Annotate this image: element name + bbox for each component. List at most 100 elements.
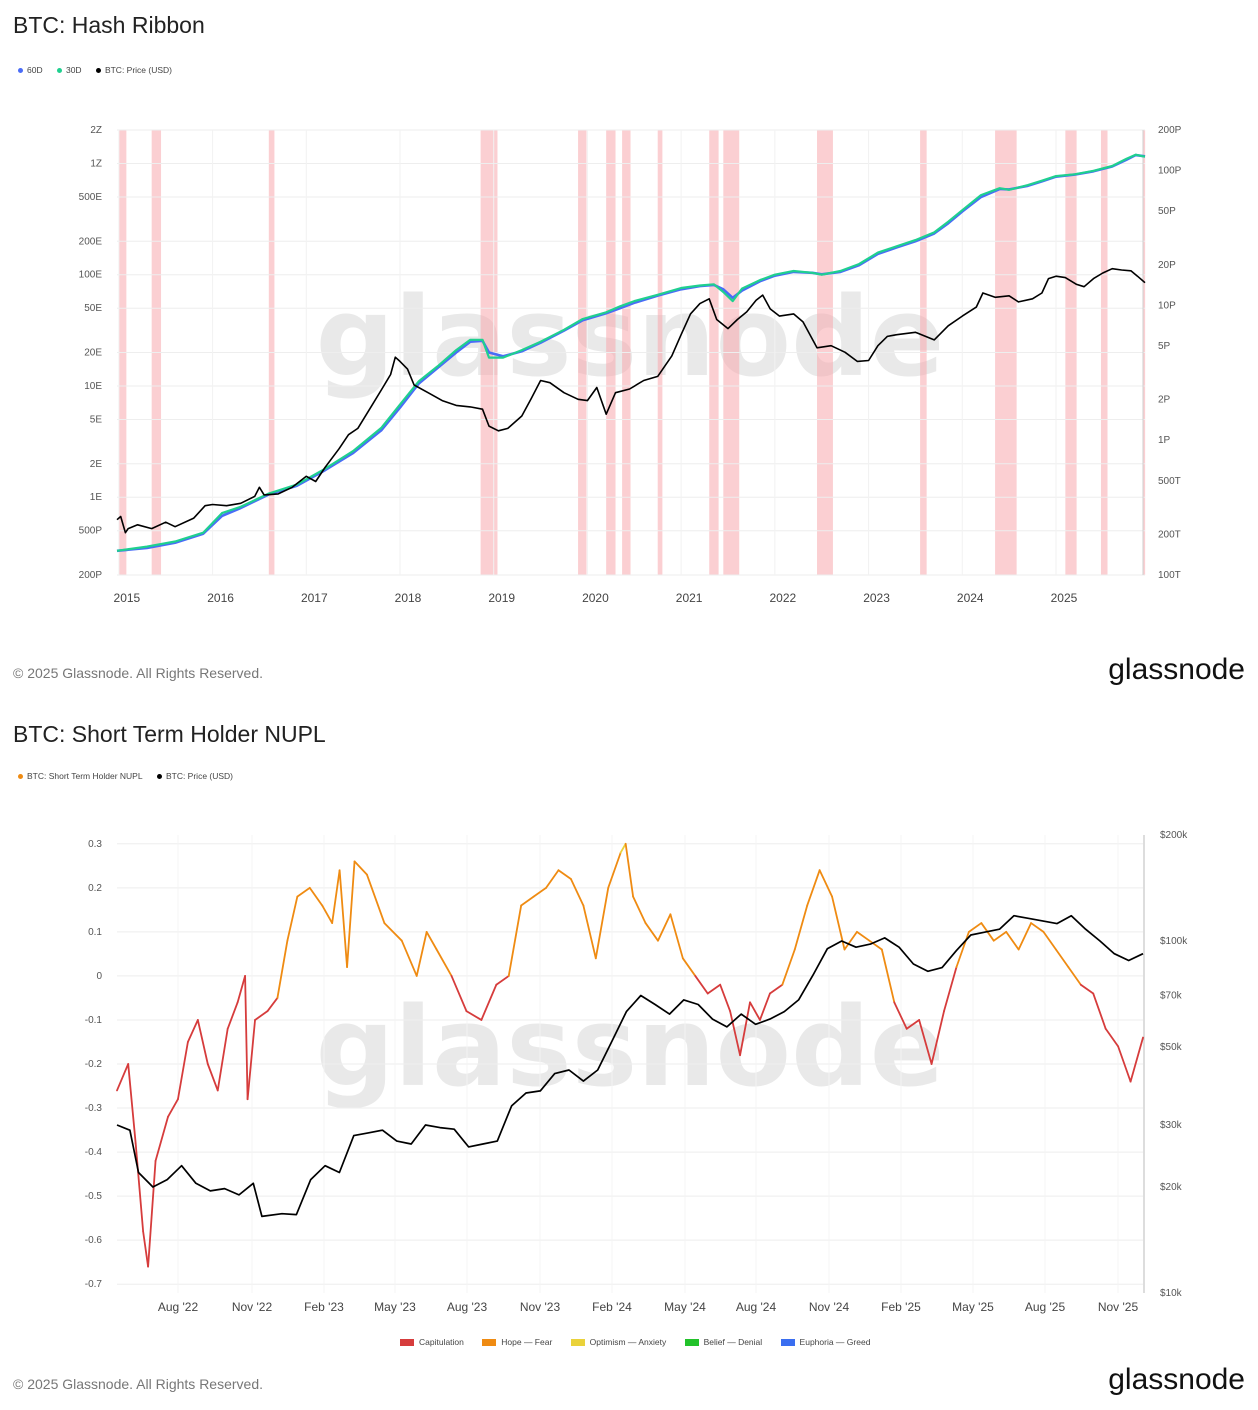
x-tick-label: 2019 (488, 591, 515, 605)
nupl-segment (806, 869, 821, 907)
copyright-text: © 2025 Glassnode. All Rights Reserved. (13, 665, 264, 681)
copyright-text: © 2025 Glassnode. All Rights Reserved. (13, 1376, 264, 1392)
nupl-segment (632, 895, 647, 924)
nupl-segment (719, 983, 732, 1013)
y-left-tick-label: 200P (79, 570, 103, 581)
nupl-segment (880, 948, 896, 1004)
nupl-segment (465, 1010, 483, 1021)
nupl-segment (366, 873, 386, 924)
x-tick-label: 2016 (207, 591, 234, 605)
y-right-tick-label: 2P (1158, 395, 1171, 406)
nupl-segment (400, 939, 418, 977)
nupl-segment (1030, 922, 1045, 933)
nupl-segment (127, 1063, 137, 1145)
x-tick-label: Feb '24 (592, 1300, 632, 1314)
nupl-segment (955, 930, 970, 969)
nupl-segment (856, 930, 871, 942)
nupl-segment (266, 997, 279, 1013)
nupl-segment (226, 1001, 239, 1030)
y-left-tick-label: 2E (90, 459, 103, 470)
nupl-segment (520, 895, 535, 907)
legend-item-60d[interactable]: 60D (18, 65, 43, 75)
legend-item-price[interactable]: BTC: Price (USD) (95, 65, 172, 75)
nupl-segment (308, 886, 324, 907)
y-left-tick-label: -0.2 (85, 1059, 103, 1070)
nupl-segment (1017, 922, 1032, 951)
zone-legend: Capitulation Hope — Fear Optimism — Anxi… (400, 1337, 886, 1347)
zone-legend-hope-fear[interactable]: Hope — Fear (482, 1337, 552, 1347)
nupl-segment (992, 930, 1008, 942)
nupl-segment (749, 1001, 761, 1021)
nupl-segment (930, 1010, 945, 1065)
x-tick-label: 2025 (1051, 591, 1078, 605)
zone-legend-belief-denial[interactable]: Belief — Denial (684, 1337, 762, 1347)
chart-legend: BTC: Short Term Holder NUPL BTC: Price (… (18, 771, 245, 781)
nupl-segment (545, 869, 560, 889)
y-right-tick-label: 50P (1158, 206, 1176, 217)
nupl-segment (346, 860, 356, 969)
nupl-segment (507, 904, 523, 977)
y-left-tick-label: -0.6 (85, 1235, 103, 1246)
y-left-tick-label: 0.2 (88, 883, 102, 894)
nupl-segment (495, 975, 510, 986)
legend-item-30d[interactable]: 30D (56, 65, 82, 75)
x-tick-label: 2023 (863, 591, 890, 605)
sth-nupl-panel: BTC: Short Term Holder NUPL BTC: Short T… (0, 705, 1258, 1410)
x-tick-label: Feb '23 (304, 1300, 344, 1314)
y-right-tick-label: 200T (1158, 529, 1181, 540)
x-tick-label: Aug '24 (736, 1300, 777, 1314)
nupl-segment (216, 1027, 229, 1092)
y-left-tick-label: 0.1 (88, 927, 102, 938)
series-line-30d (116, 153, 1146, 552)
y-left-tick-label: 2Z (90, 125, 102, 136)
watermark-logo: glassnode (316, 983, 945, 1111)
nupl-segment (706, 983, 722, 995)
x-tick-label: Feb '25 (881, 1300, 921, 1314)
x-tick-label: 2017 (301, 591, 328, 605)
y-right-tick-label: $30k (1160, 1120, 1183, 1131)
hash-ribbon-panel: BTC: Hash Ribbon 60D 30D BTC: Price (USD… (13, 12, 1245, 686)
y-right-tick-label: $20k (1160, 1182, 1183, 1193)
nupl-segment (905, 1019, 921, 1030)
nupl-segment (681, 957, 697, 977)
x-tick-label: Nov '24 (809, 1300, 850, 1314)
nupl-segment (1055, 948, 1070, 969)
legend-item-nupl[interactable]: BTC: Short Term Holder NUPL (18, 771, 143, 781)
y-right-tick-label: 20P (1158, 260, 1176, 271)
y-left-tick-label: 10E (84, 381, 102, 392)
nupl-segment (415, 930, 428, 977)
nupl-segment (425, 930, 438, 951)
x-tick-label: 2024 (957, 591, 984, 605)
nupl-segment (236, 975, 246, 1004)
nupl-segment (353, 860, 368, 876)
x-tick-label: 2021 (676, 591, 703, 605)
y-right-tick-label: $200k (1160, 830, 1188, 841)
y-right-tick-label: 10P (1158, 300, 1176, 311)
nupl-segment (1079, 983, 1095, 995)
zone-legend-euphoria-greed[interactable]: Euphoria — Greed (780, 1337, 870, 1347)
nupl-segment (793, 904, 809, 951)
y-right-tick-label: 100P (1158, 166, 1182, 177)
nupl-segment (196, 1019, 209, 1065)
y-right-tick-label: 200P (1158, 125, 1182, 136)
legend-item-price[interactable]: BTC: Price (USD) (156, 771, 233, 781)
nupl-segment (321, 904, 334, 924)
chart-title: BTC: Short Term Holder NUPL (13, 721, 326, 747)
nupl-segment (1067, 966, 1082, 986)
nupl-segment (450, 975, 468, 1013)
zone-legend-optimism-anxiety[interactable]: Optimism — Anxiety (570, 1337, 666, 1347)
nupl-segment (1042, 930, 1057, 951)
brand-logo: glassnode (1108, 653, 1245, 686)
nupl-segment (739, 1001, 751, 1057)
nupl-segment (286, 895, 299, 942)
nupl-segment (116, 1063, 130, 1092)
series-line-price (116, 914, 1144, 1218)
nupl-segment (134, 1142, 145, 1233)
nupl-segment (818, 869, 833, 898)
y-left-tick-label: 200E (79, 236, 103, 247)
nupl-segment (943, 966, 958, 1013)
nupl-segment (557, 869, 572, 880)
nupl-segment (967, 922, 983, 933)
zone-legend-capitulation[interactable]: Capitulation (400, 1337, 464, 1347)
y-right-tick-label: 5P (1158, 341, 1171, 352)
